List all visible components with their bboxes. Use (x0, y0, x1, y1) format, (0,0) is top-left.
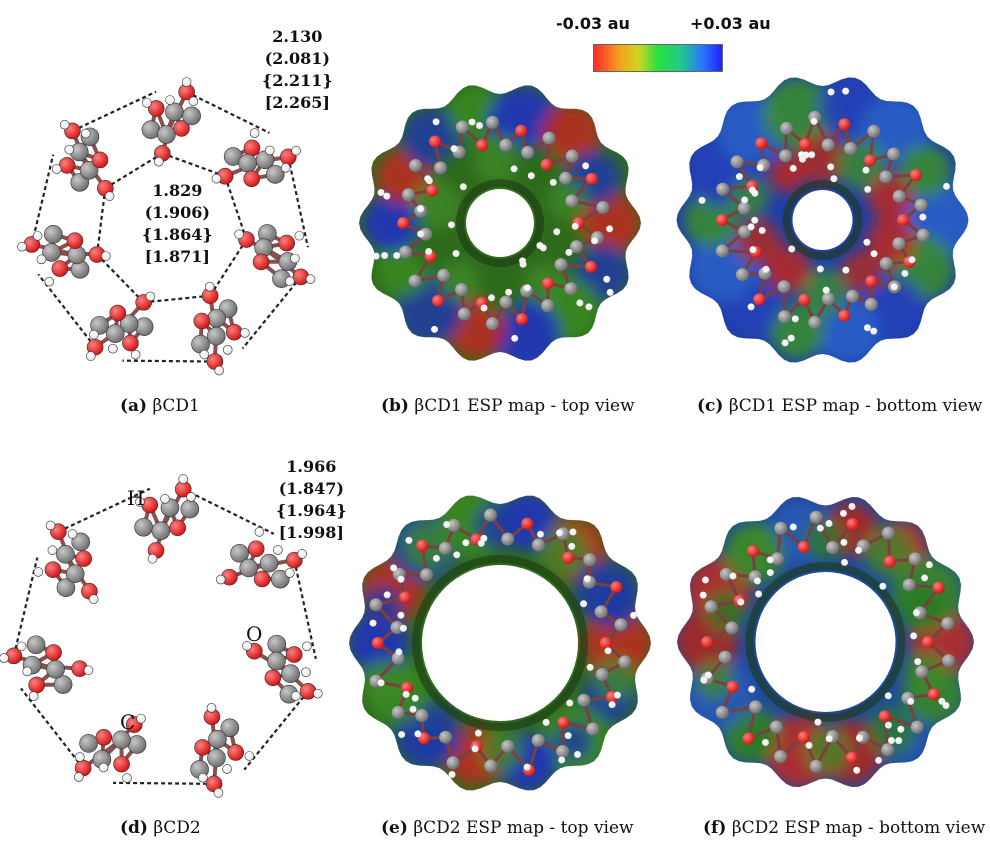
caption-c: (c) βCD1 ESP map - bottom view (697, 396, 983, 416)
value-line: 1.829 (152, 181, 203, 200)
colorbar-min-label: -0.03 au (556, 14, 630, 33)
atom-label-c: C (120, 710, 136, 734)
bcd1-inner-values: 1.829 (1.906) {1.864} [1.871] (142, 180, 213, 268)
atom-label-h: H (127, 486, 145, 510)
value-line: [1.998] (278, 523, 344, 542)
colorbar-max-label: +0.03 au (690, 14, 771, 33)
value-line: {1.964} (276, 501, 347, 520)
bcd2-esp-bottom-view (673, 484, 978, 800)
value-line: {2.211} (262, 71, 333, 90)
caption-e: (e) βCD2 ESP map - top view (381, 818, 634, 838)
atom-layer (17, 77, 316, 376)
value-line: {1.864} (142, 225, 213, 244)
value-line: [2.265] (264, 93, 330, 112)
value-line: (1.906) (144, 203, 210, 222)
bcd2-esp-top-view (345, 488, 655, 798)
value-line: (1.847) (278, 479, 344, 498)
caption-a: (a) βCD1 (120, 396, 200, 416)
bcd1-molecule (17, 77, 316, 376)
value-line: 1.966 (286, 457, 337, 476)
bcd2-molecule (0, 474, 323, 798)
bcd2-outer-values: 1.966 (1.847) {1.964} [1.998] (276, 456, 347, 544)
bcd1-esp-top-view (345, 78, 655, 369)
caption-b: (b) βCD1 ESP map - top view (381, 396, 635, 416)
atom-label-o: O (246, 622, 263, 646)
value-line: [1.871] (144, 247, 210, 266)
atom-layer (0, 474, 323, 798)
bcd1-esp-bottom-view (670, 70, 977, 370)
value-line: 2.130 (272, 27, 323, 46)
value-line: (2.081) (264, 49, 330, 68)
esp-colorbar (593, 44, 723, 72)
caption-f: (f) βCD2 ESP map - bottom view (703, 818, 986, 838)
caption-d: (d) βCD2 (120, 818, 201, 838)
bcd1-outer-values: 2.130 (2.081) {2.211} [2.265] (262, 26, 333, 114)
